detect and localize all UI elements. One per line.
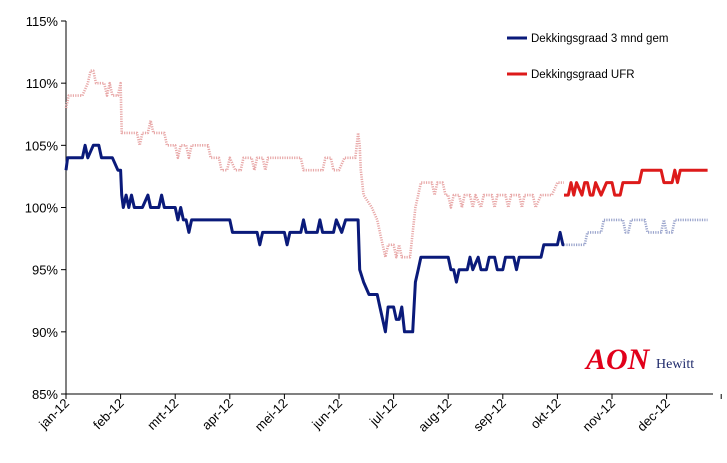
legend: Dekkingsgraad 3 mnd gem Dekkingsgraad UF… [507,33,668,81]
y-tick-label: 105% [25,138,59,153]
y-tick-label: 95% [32,263,58,278]
x-tick-label: nov-12 [579,396,618,435]
logo-aon-text: AON [584,343,651,376]
x-axis: jan-12 feb-12 mrt-12 apr-12 mei-12 jun-12 jul-… [35,393,722,435]
legend-label-3mnd: Dekkingsgraad 3 mnd gem [531,33,668,45]
x-tick-label: mei-12 [252,396,291,435]
aon-hewitt-logo: AON Hewitt [584,343,694,376]
x-tick-label: feb-12 [90,396,127,433]
series-line-1 [564,218,708,247]
y-tick-label: 100% [25,201,59,216]
y-axis: 85% 90% 95% 100% 105% 110% 115% [25,14,67,402]
x-tick-label: apr-12 [199,396,236,433]
legend-label-ufr: Dekkingsgraad UFR [531,69,635,81]
y-tick-label: 90% [32,325,58,340]
x-tick-label: mrt-12 [144,396,181,433]
x-tick-label: sep-12 [470,396,509,435]
x-tick-label: okt-12 [527,396,563,432]
x-tick-label: dec-12 [634,396,673,435]
series-line-0 [64,143,565,334]
x-tick-label: jul-12 [366,396,400,430]
y-tick-label: 85% [32,387,58,402]
x-tick-label: aug-12 [415,396,454,435]
series-line-2 [564,168,708,197]
logo-hewitt-text: Hewitt [656,357,694,372]
y-tick-label: 115% [26,14,59,29]
y-tick-label: 110% [26,76,59,91]
x-tick-label: jun-12 [308,396,345,433]
series-line-3 [64,69,564,259]
series-layer [64,69,708,334]
